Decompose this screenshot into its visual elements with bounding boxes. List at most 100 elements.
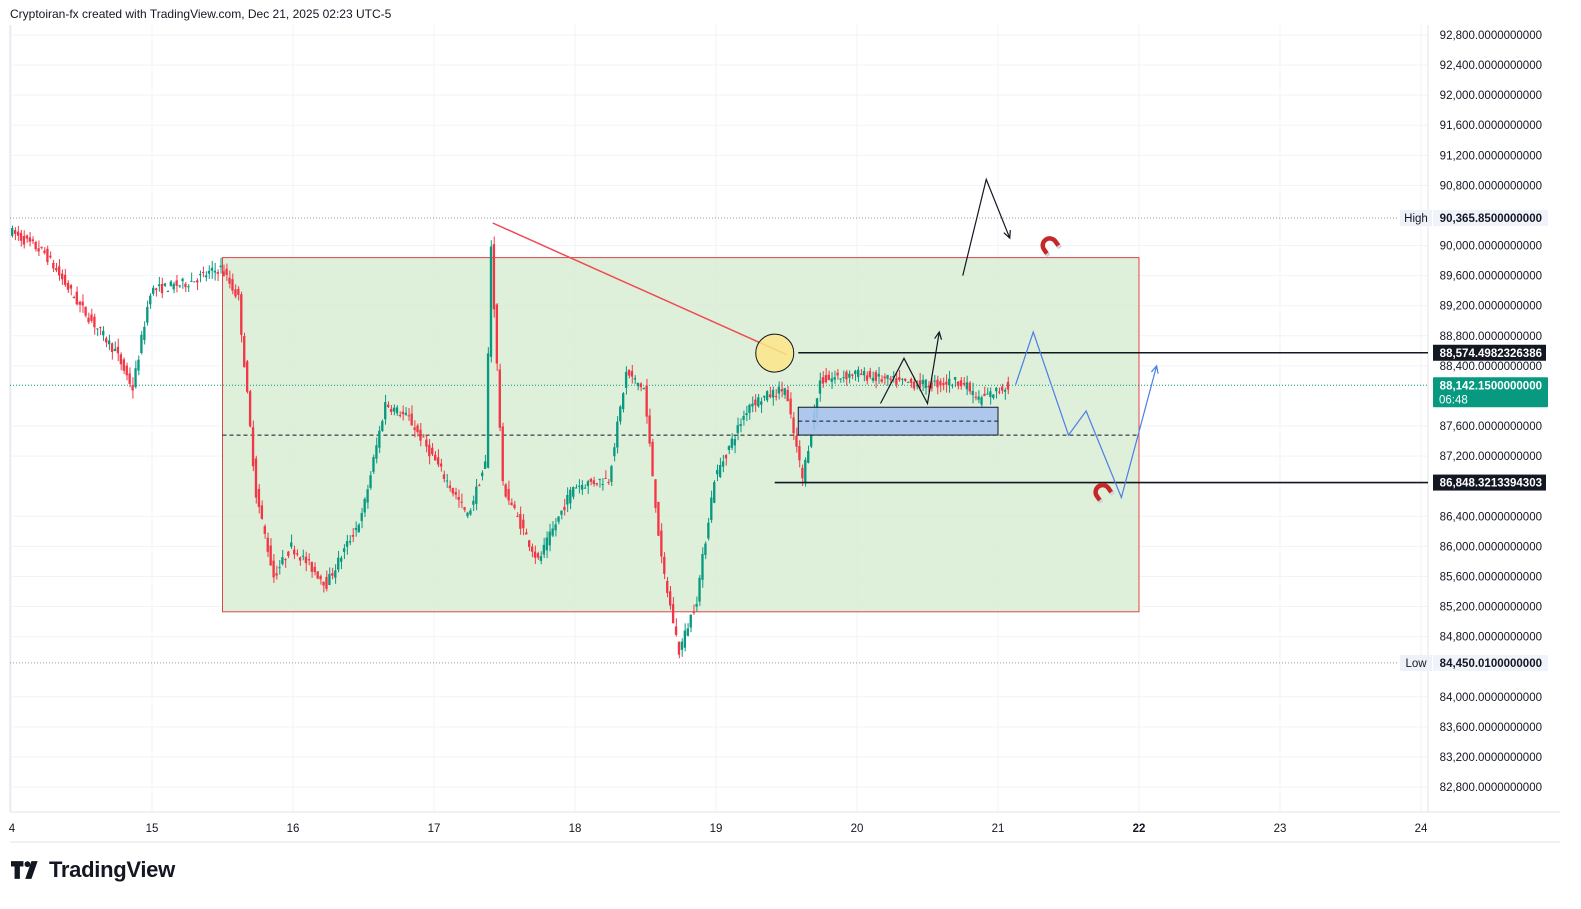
candle-body	[818, 380, 822, 394]
candle-body	[240, 294, 243, 335]
zigzag-arrow-mid	[879, 331, 940, 406]
candle-body	[463, 507, 466, 510]
candle-body	[354, 527, 358, 530]
candle-body	[351, 535, 355, 537]
tradingview-brand[interactable]: TradingView	[11, 857, 175, 883]
magnet-tip	[1097, 498, 1104, 504]
candle-body	[231, 279, 234, 291]
candle-body	[939, 381, 942, 386]
candlestick-series	[11, 225, 1010, 659]
candle-body	[956, 381, 960, 386]
candle-body	[859, 373, 863, 376]
candle-body	[84, 306, 87, 316]
candle-body	[298, 557, 302, 561]
candle-body	[821, 377, 825, 384]
candle-body	[727, 446, 731, 451]
candle-body	[486, 353, 490, 468]
candle-body	[865, 375, 869, 381]
candle-body	[525, 532, 528, 535]
candle-body	[912, 381, 916, 389]
candle-body	[716, 469, 719, 475]
candle-body	[598, 478, 601, 480]
candle-body	[181, 278, 184, 282]
candle-body	[948, 378, 951, 386]
low-price-label: 84,450.0100000000	[1440, 658, 1542, 670]
candle-body	[25, 235, 29, 239]
candle-body	[630, 371, 634, 377]
candle-body	[513, 504, 516, 508]
time-tick-label: 24	[1415, 823, 1428, 835]
candle-body	[422, 436, 425, 438]
candle-body	[906, 381, 910, 383]
candle-body	[924, 379, 927, 389]
candle-body	[857, 369, 860, 378]
brand-name: TradingView	[49, 857, 175, 882]
price-tick-label: 89,600.0000000000	[1440, 271, 1542, 283]
candle-body	[436, 457, 440, 465]
candle-body	[610, 466, 613, 482]
candle-body	[780, 389, 783, 392]
candle-body	[439, 463, 443, 467]
candle-body	[877, 373, 880, 377]
price-tick-label: 92,000.0000000000	[1440, 90, 1542, 102]
candle-body	[243, 336, 246, 368]
candle-body	[196, 280, 199, 283]
candle-body	[69, 285, 73, 289]
candle-body	[968, 382, 971, 392]
candle-body	[410, 413, 413, 426]
candle-body	[113, 348, 117, 351]
candle-body	[278, 567, 281, 569]
candle-body	[11, 227, 14, 236]
price-tick-label: 88,400.0000000000	[1440, 361, 1542, 373]
candle-body	[942, 382, 945, 386]
candle-body	[257, 488, 261, 508]
candle-body	[1003, 390, 1007, 392]
candle-body	[868, 370, 872, 378]
price-tick-label: 85,200.0000000000	[1440, 602, 1542, 614]
candle-body	[810, 434, 813, 447]
candle-body	[63, 274, 67, 285]
time-tick-label: 16	[287, 823, 300, 835]
candle-body	[107, 340, 111, 345]
candle-body	[375, 445, 378, 459]
candle-body	[481, 472, 484, 477]
candle-body	[210, 267, 214, 271]
chart-attribution: Cryptoiran-fx created with TradingView.c…	[10, 7, 392, 21]
candle-body	[798, 446, 801, 461]
magnet-icon	[1093, 482, 1115, 504]
candle-body	[563, 506, 566, 511]
highlight-circle	[755, 333, 795, 373]
candle-body	[131, 385, 134, 391]
candle-body	[765, 391, 769, 401]
candle-body	[795, 435, 798, 447]
magnet-icon	[1040, 236, 1062, 258]
price-axis[interactable]: 92,800.0000000000 92,400.0000000000 92,000…	[1400, 30, 1548, 794]
candle-body	[413, 427, 416, 430]
candle-body	[495, 304, 499, 364]
candle-body	[46, 248, 49, 263]
candle-body	[724, 455, 728, 459]
candle-body	[627, 369, 631, 376]
candle-body	[586, 481, 590, 487]
candle-body	[140, 334, 143, 353]
low-tag-bg	[1400, 654, 1432, 671]
candle-body	[225, 268, 228, 275]
candle-body	[995, 387, 998, 392]
candle-body	[542, 544, 546, 555]
candle-body	[807, 450, 810, 463]
magnet-tip	[1056, 244, 1062, 250]
candle-body	[786, 389, 789, 402]
tradingview-logo-icon	[11, 861, 38, 879]
candle-body	[642, 388, 645, 390]
candle-body	[457, 496, 460, 500]
candle-body	[572, 487, 575, 497]
candle-body	[228, 277, 231, 284]
time-axis[interactable]: 4 15 16 17 18 19 20 21 22 23 24	[9, 823, 1428, 835]
candle-body	[325, 576, 328, 589]
candle-body	[287, 551, 290, 557]
candle-body	[595, 482, 598, 485]
candle-body	[401, 411, 405, 414]
candle-body	[619, 406, 622, 422]
candle-body	[892, 376, 895, 378]
